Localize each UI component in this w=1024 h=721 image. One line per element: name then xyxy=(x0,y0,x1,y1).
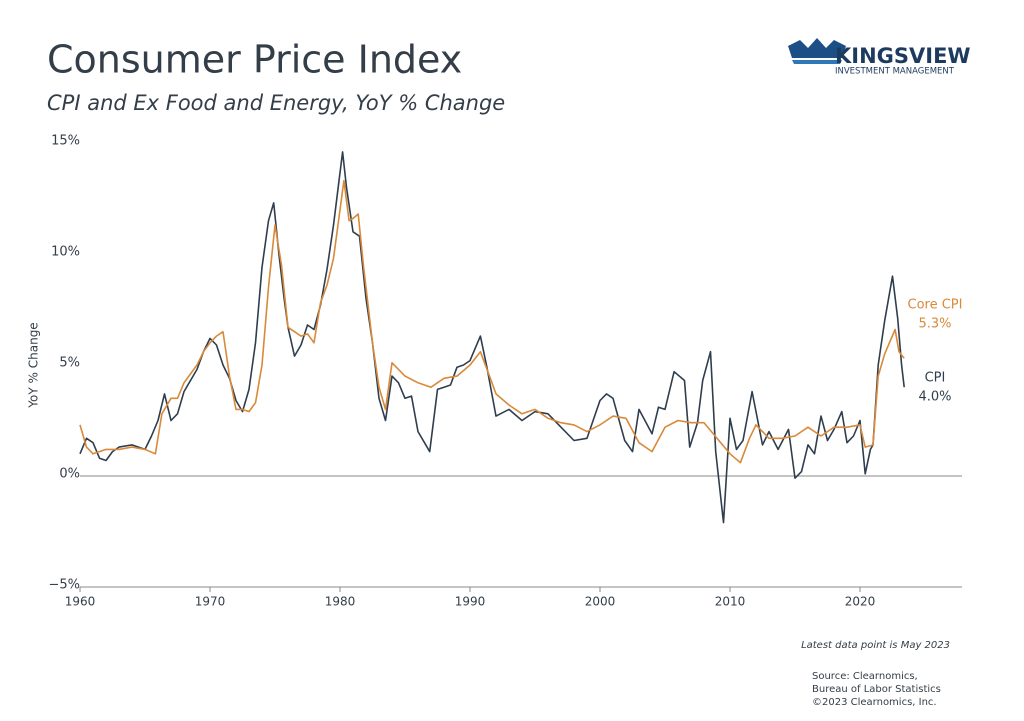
logo-icon xyxy=(788,38,846,58)
logo: KINGSVIEW INVESTMENT MANAGEMENT xyxy=(788,38,971,77)
end-label-value: 4.0% xyxy=(918,390,951,405)
x-tick-label: 1960 xyxy=(65,595,96,609)
logo-icon-base xyxy=(792,60,842,64)
y-tick-label: −5% xyxy=(48,578,80,593)
end-label-value: 5.3% xyxy=(918,317,951,332)
x-tick-label: 2000 xyxy=(585,595,616,609)
chart-title: Consumer Price Index xyxy=(47,38,462,82)
y-axis-label: YoY % Change xyxy=(27,322,41,408)
series-line xyxy=(79,179,905,464)
source-line: Bureau of Labor Statistics xyxy=(812,684,941,695)
end-label-name: Core CPI xyxy=(908,298,963,313)
y-tick-label: 0% xyxy=(59,467,80,482)
source-line: Source: Clearnomics, xyxy=(812,671,918,682)
x-tick-label: 1970 xyxy=(195,595,226,609)
x-tick-label: 1980 xyxy=(325,595,356,609)
x-tick-label: 2010 xyxy=(715,595,746,609)
chart-subtitle: CPI and Ex Food and Energy, YoY % Change xyxy=(47,91,505,115)
x-tick-label: 2020 xyxy=(845,595,876,609)
logo-name: KINGSVIEW xyxy=(835,44,971,68)
y-tick-label: 15% xyxy=(51,134,80,149)
note: Latest data point is May 2023 xyxy=(801,640,950,651)
logo-tagline: INVESTMENT MANAGEMENT xyxy=(835,67,955,77)
end-label-name: CPI xyxy=(925,371,946,386)
y-tick-label: 10% xyxy=(51,245,80,260)
x-tick-label: 1990 xyxy=(455,595,486,609)
source-line: ©2023 Clearnomics, Inc. xyxy=(812,697,937,708)
series-line xyxy=(79,151,905,524)
y-tick-label: 5% xyxy=(59,356,80,371)
